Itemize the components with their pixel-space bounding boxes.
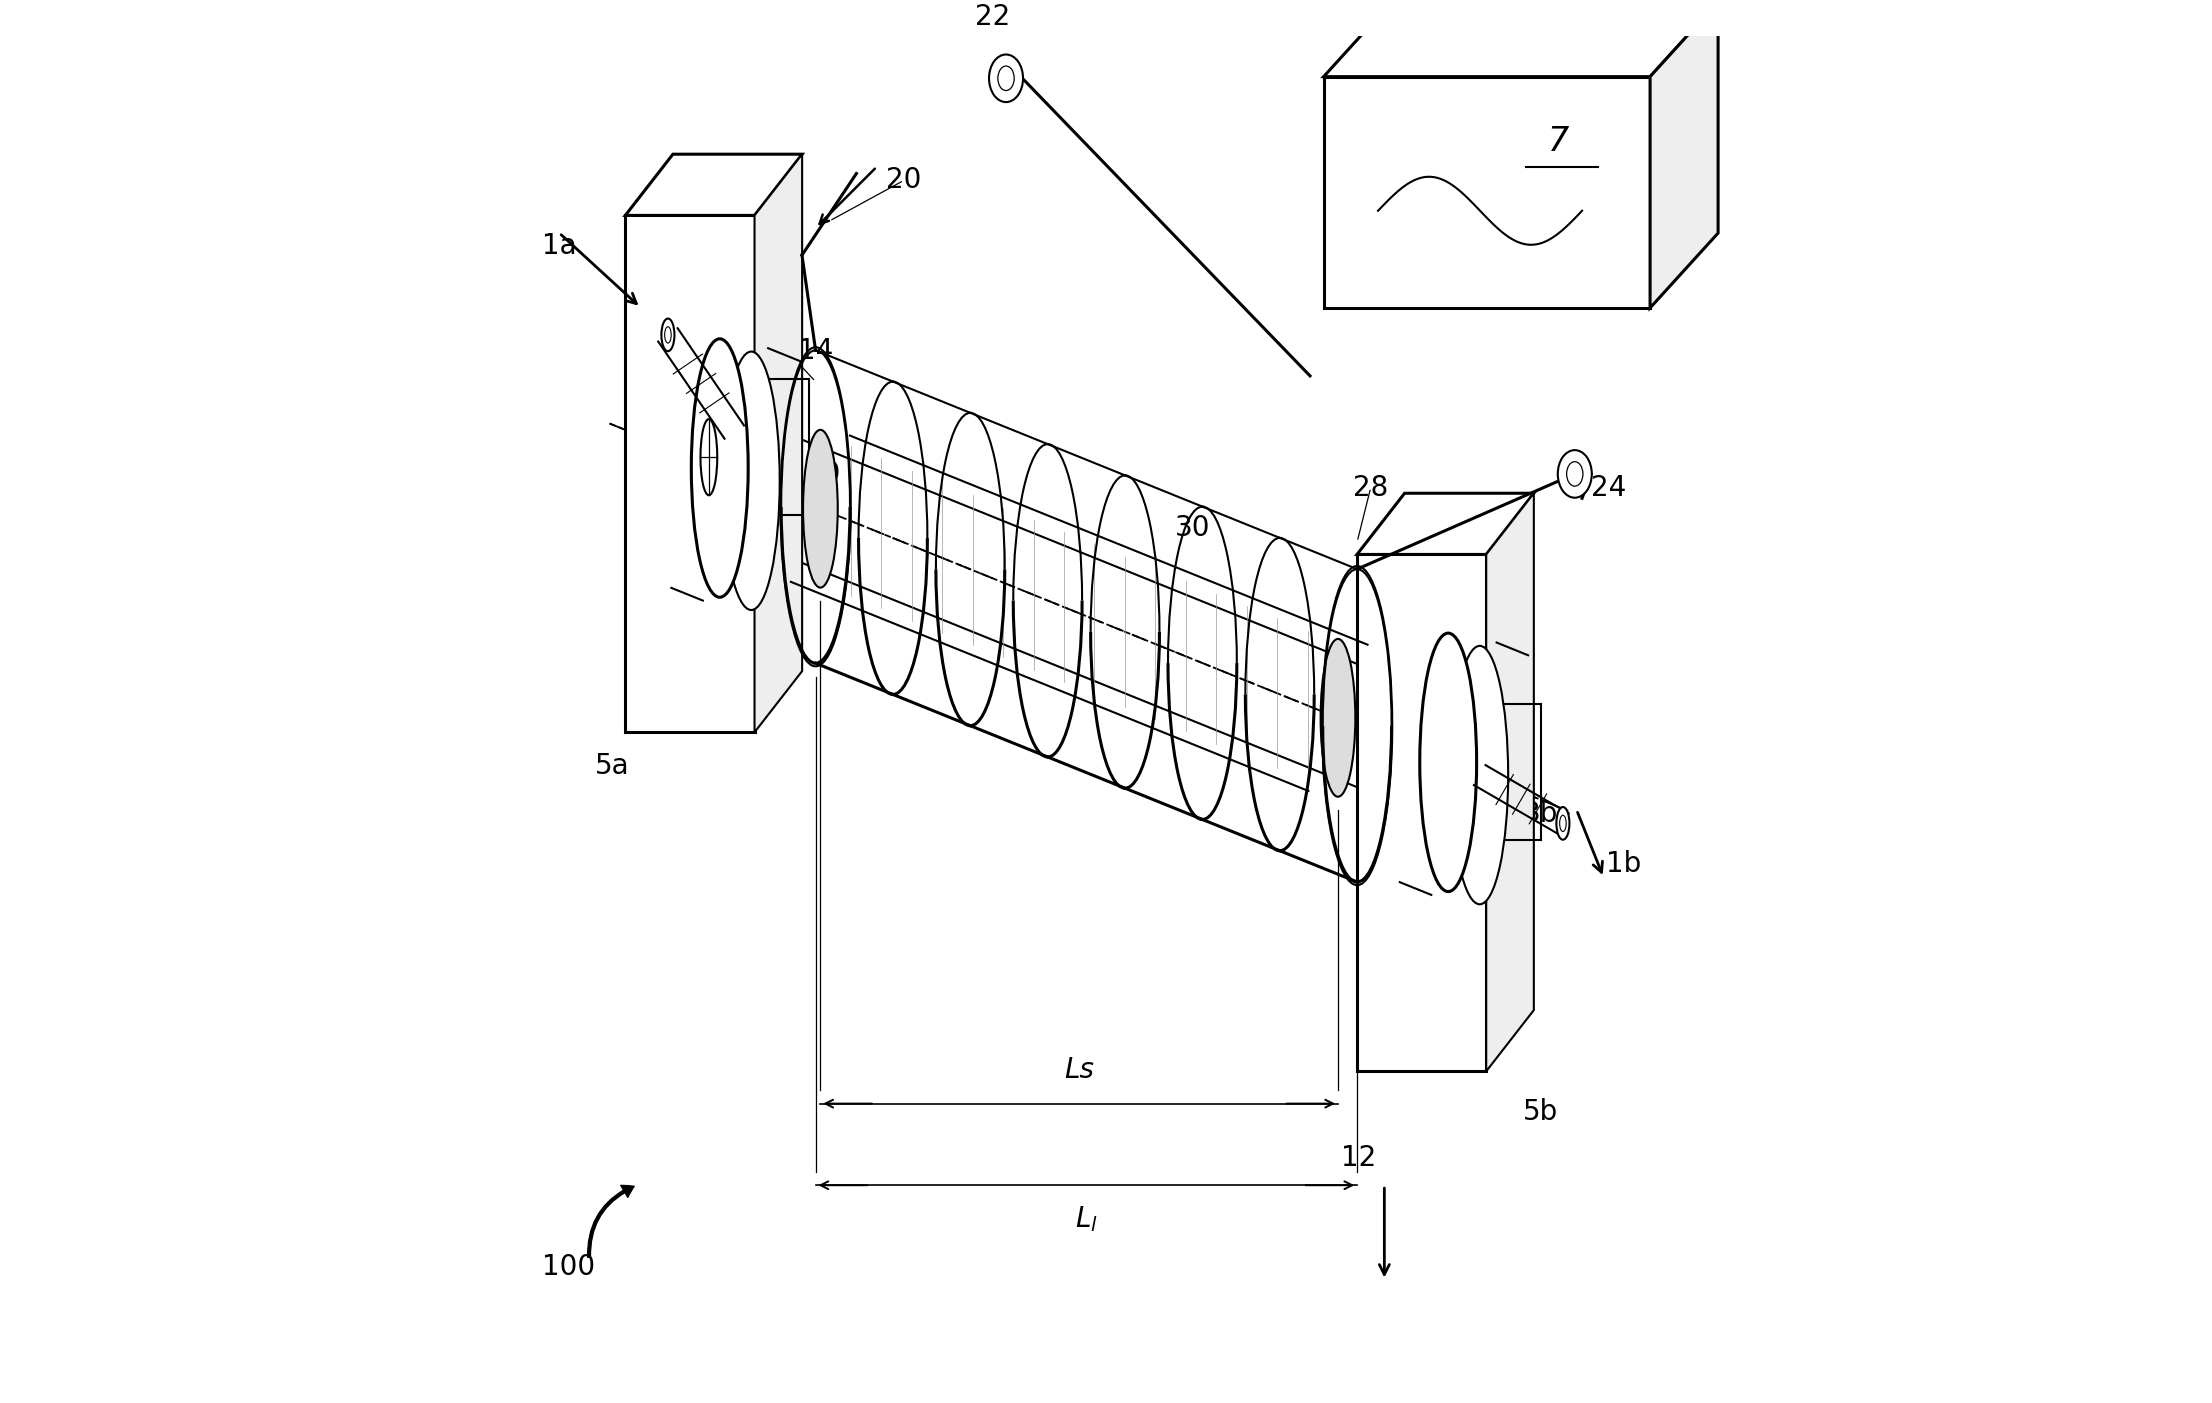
Ellipse shape bbox=[1420, 633, 1478, 891]
Ellipse shape bbox=[803, 429, 838, 588]
Polygon shape bbox=[1650, 1, 1719, 307]
Polygon shape bbox=[1356, 554, 1486, 1072]
Text: 22: 22 bbox=[975, 3, 1011, 31]
Text: 30: 30 bbox=[1175, 515, 1210, 543]
Polygon shape bbox=[1323, 1, 1719, 77]
Text: 10: 10 bbox=[805, 460, 841, 488]
Text: 16: 16 bbox=[639, 358, 675, 384]
Ellipse shape bbox=[989, 55, 1022, 102]
Polygon shape bbox=[626, 154, 803, 216]
Text: 18a: 18a bbox=[728, 302, 781, 330]
Polygon shape bbox=[1486, 494, 1533, 1072]
Ellipse shape bbox=[1566, 462, 1584, 487]
Ellipse shape bbox=[1451, 645, 1509, 905]
Ellipse shape bbox=[701, 419, 717, 495]
Polygon shape bbox=[1323, 77, 1650, 307]
Ellipse shape bbox=[692, 338, 748, 598]
Text: 3b: 3b bbox=[1524, 800, 1559, 828]
Text: 1b: 1b bbox=[1606, 850, 1641, 878]
Text: 3a: 3a bbox=[675, 278, 710, 306]
Text: 5b: 5b bbox=[1524, 1099, 1557, 1127]
FancyArrowPatch shape bbox=[588, 1186, 635, 1257]
Text: 12: 12 bbox=[1340, 1143, 1376, 1172]
Ellipse shape bbox=[723, 352, 779, 610]
Text: 100: 100 bbox=[542, 1253, 595, 1281]
Text: $L_l$: $L_l$ bbox=[1075, 1204, 1097, 1235]
Text: 7: 7 bbox=[1548, 125, 1568, 159]
Ellipse shape bbox=[661, 318, 675, 351]
Text: 28: 28 bbox=[1354, 474, 1389, 501]
Text: 14: 14 bbox=[799, 338, 834, 365]
Text: 18b: 18b bbox=[1398, 575, 1451, 603]
Ellipse shape bbox=[1321, 638, 1356, 797]
Text: 20: 20 bbox=[887, 167, 922, 194]
Polygon shape bbox=[626, 216, 754, 732]
Ellipse shape bbox=[664, 327, 670, 342]
Ellipse shape bbox=[1557, 450, 1593, 498]
Ellipse shape bbox=[998, 66, 1013, 91]
Polygon shape bbox=[1356, 494, 1533, 554]
Text: 5a: 5a bbox=[595, 752, 628, 780]
Text: Ls: Ls bbox=[1064, 1055, 1095, 1083]
Ellipse shape bbox=[1559, 815, 1566, 832]
Polygon shape bbox=[754, 154, 803, 732]
Text: 24: 24 bbox=[1590, 474, 1626, 501]
Ellipse shape bbox=[1557, 807, 1571, 839]
Text: 1a: 1a bbox=[542, 233, 577, 261]
